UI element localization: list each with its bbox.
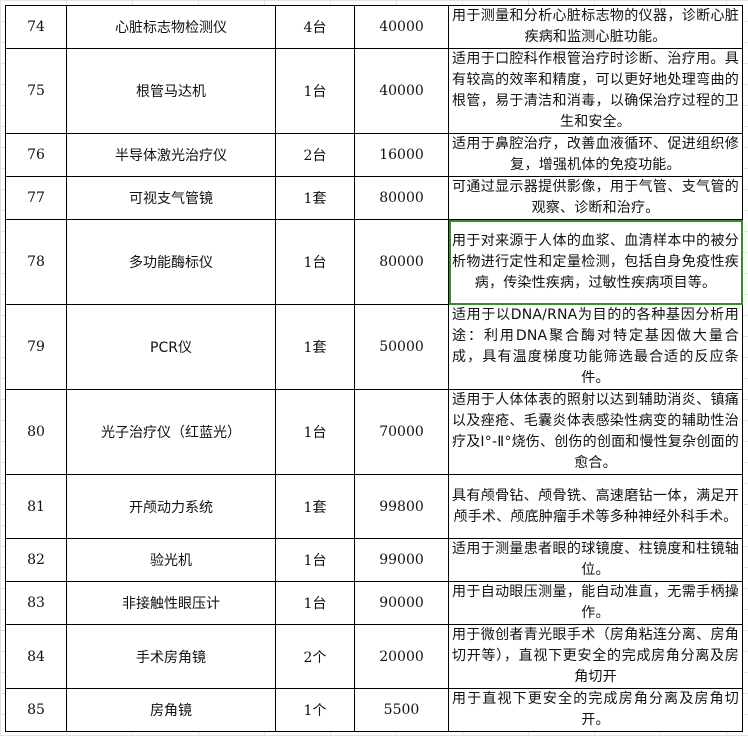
row-number-cell[interactable]: 81 <box>5 474 67 539</box>
description-cell[interactable]: 适用于口腔科作根管治疗时诊断、治疗用。具有较高的效率和精度，可以更好地处理弯曲的… <box>448 48 743 134</box>
quantity-cell[interactable]: 1台 <box>275 48 355 134</box>
table-row: 78 多功能酶标仪 1台 80000 用于对来源于人体的血浆、血清样本中的被分析物进行定… <box>5 219 743 305</box>
description-cell[interactable]: 用于对来源于人体的血浆、血清样本中的被分析物进行定性和定量检测，包括自身免疫性疾… <box>448 219 743 305</box>
table-row: 81 开颅动力系统 1套 99800 具有颅骨钻、颅骨铣、高速磨钻一体，满足开颅手术、颅… <box>5 474 743 539</box>
price-cell[interactable]: 5500 <box>354 688 449 732</box>
description-cell[interactable]: 具有颅骨钻、颅骨铣、高速磨钻一体，满足开颅手术、颅底肿瘤手术等多种神经外科手术。 <box>448 474 743 539</box>
price-cell[interactable]: 40000 <box>354 5 449 49</box>
table-row: 80 光子治疗仪（红蓝光） 1台 70000 适用于人体体表的照射以达到辅助消炎、镇痛以… <box>5 389 743 475</box>
price-cell[interactable]: 50000 <box>354 304 449 390</box>
equipment-name-cell[interactable]: 可视支气管镜 <box>66 176 276 220</box>
description-cell[interactable]: 用于测量和分析心脏标志物的仪器，诊断心脏疾病和监测心脏功能。 <box>448 5 743 49</box>
table-row: 76 半导体激光治疗仪 2台 16000 适用于鼻腔治疗，改善血液循环、促进组织修复，增… <box>5 133 743 177</box>
equipment-name-cell[interactable]: 开颅动力系统 <box>66 474 276 539</box>
price-cell[interactable]: 80000 <box>354 176 449 220</box>
price-cell[interactable]: 90000 <box>354 581 449 625</box>
description-cell[interactable]: 适用于鼻腔治疗，改善血液循环、促进组织修复，增强机体的免疫功能。 <box>448 133 743 177</box>
equipment-name-cell[interactable]: 手术房角镜 <box>66 624 276 689</box>
quantity-cell[interactable]: 1台 <box>275 581 355 625</box>
price-cell[interactable]: 16000 <box>354 133 449 177</box>
description-cell[interactable]: 用于直视下更安全的完成房角分离及房角切开。 <box>448 688 743 732</box>
equipment-name-cell[interactable]: 心脏标志物检测仪 <box>66 5 276 49</box>
table-row: 77 可视支气管镜 1套 80000 可通过显示器提供影像，用于气管、支气管的观察、诊断… <box>5 176 743 220</box>
table-row: 85 房角镜 1个 5500 用于直视下更安全的完成房角分离及房角切开。 <box>5 688 743 732</box>
row-number-cell[interactable]: 78 <box>5 219 67 305</box>
price-cell[interactable]: 20000 <box>354 624 449 689</box>
description-cell[interactable]: 用于自动眼压测量，能自动准直，无需手柄操作。 <box>448 581 743 625</box>
description-cell[interactable]: 适用于人体体表的照射以达到辅助消炎、镇痛以及痤疮、毛囊炎体表感染性病变的辅助性治… <box>448 389 743 475</box>
price-cell[interactable]: 80000 <box>354 219 449 305</box>
description-cell[interactable]: 用于微创者青光眼手术（房角粘连分离、房角切开等），直视下更安全的完成房角分离及房… <box>448 624 743 689</box>
table-row: 79 PCR仪 1套 50000 适用于以DNA/RNA为目的的各种基因分析用途：利用D… <box>5 304 743 390</box>
description-cell[interactable]: 适用于测量患者眼的球镜度、柱镜度和柱镜轴位。 <box>448 538 743 582</box>
row-number-cell[interactable]: 79 <box>5 304 67 390</box>
description-cell[interactable]: 适用于以DNA/RNA为目的的各种基因分析用途：利用DNA聚合酶对特定基因做大量… <box>448 304 743 390</box>
table-row: 75 根管马达机 1台 40000 适用于口腔科作根管治疗时诊断、治疗用。具有较高的效率… <box>5 48 743 134</box>
row-number-cell[interactable]: 76 <box>5 133 67 177</box>
equipment-name-cell[interactable]: 光子治疗仪（红蓝光） <box>66 389 276 475</box>
row-number-cell[interactable]: 83 <box>5 581 67 625</box>
price-cell[interactable]: 99000 <box>354 538 449 582</box>
table-row: 83 非接触性眼压计 1台 90000 用于自动眼压测量，能自动准直，无需手柄操作。 <box>5 581 743 625</box>
equipment-name-cell[interactable]: 根管马达机 <box>66 48 276 134</box>
quantity-cell[interactable]: 1个 <box>275 688 355 732</box>
price-cell[interactable]: 70000 <box>354 389 449 475</box>
quantity-cell[interactable]: 2台 <box>275 133 355 177</box>
row-number-cell[interactable]: 77 <box>5 176 67 220</box>
equipment-name-cell[interactable]: 多功能酶标仪 <box>66 219 276 305</box>
equipment-name-cell[interactable]: 房角镜 <box>66 688 276 732</box>
table-row: 84 手术房角镜 2个 20000 用于微创者青光眼手术（房角粘连分离、房角切开等），直… <box>5 624 743 689</box>
row-number-cell[interactable]: 75 <box>5 48 67 134</box>
table-row: 74 心脏标志物检测仪 4台 40000 用于测量和分析心脏标志物的仪器，诊断心脏疾病和… <box>5 5 743 49</box>
quantity-cell[interactable]: 1台 <box>275 389 355 475</box>
row-number-cell[interactable]: 80 <box>5 389 67 475</box>
equipment-name-cell[interactable]: 验光机 <box>66 538 276 582</box>
row-number-cell[interactable]: 74 <box>5 5 67 49</box>
quantity-cell[interactable]: 4台 <box>275 5 355 49</box>
equipment-table: 74 心脏标志物检测仪 4台 40000 用于测量和分析心脏标志物的仪器，诊断心脏疾病和… <box>5 5 743 732</box>
price-cell[interactable]: 40000 <box>354 48 449 134</box>
table-row: 82 验光机 1台 99000 适用于测量患者眼的球镜度、柱镜度和柱镜轴位。 <box>5 538 743 582</box>
equipment-name-cell[interactable]: PCR仪 <box>66 304 276 390</box>
row-number-cell[interactable]: 82 <box>5 538 67 582</box>
equipment-name-cell[interactable]: 半导体激光治疗仪 <box>66 133 276 177</box>
quantity-cell[interactable]: 1台 <box>275 538 355 582</box>
description-cell[interactable]: 可通过显示器提供影像，用于气管、支气管的观察、诊断和治疗。 <box>448 176 743 220</box>
quantity-cell[interactable]: 1套 <box>275 176 355 220</box>
quantity-cell[interactable]: 2个 <box>275 624 355 689</box>
quantity-cell[interactable]: 1套 <box>275 474 355 539</box>
quantity-cell[interactable]: 1套 <box>275 304 355 390</box>
row-number-cell[interactable]: 84 <box>5 624 67 689</box>
equipment-name-cell[interactable]: 非接触性眼压计 <box>66 581 276 625</box>
quantity-cell[interactable]: 1台 <box>275 219 355 305</box>
price-cell[interactable]: 99800 <box>354 474 449 539</box>
row-number-cell[interactable]: 85 <box>5 688 67 732</box>
